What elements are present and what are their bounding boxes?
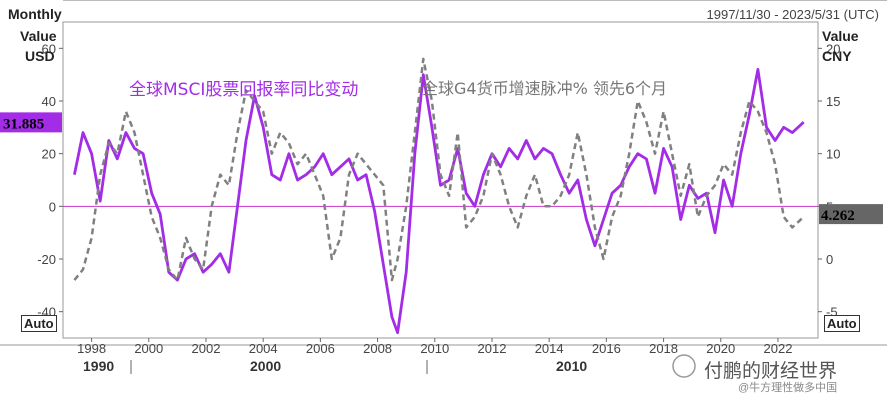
left-axis-tick-label: 60 [42,41,56,56]
last-value-label-right: 4.262 [821,208,855,224]
right-axis-tick-label: 20 [826,41,840,56]
left-axis-tick-label: 20 [42,147,56,162]
right-auto-scale-button[interactable]: Auto [824,315,860,332]
last-value-badge-left [0,112,62,133]
x-axis-tick-label: 1998 [77,341,106,356]
left-auto-scale-button[interactable]: Auto [21,315,57,332]
plot-frame [62,21,819,339]
date-range-label: 1997/11/30 - 2023/5/31 (UTC) [706,7,879,22]
right-axis-tick-label: 0 [826,252,833,267]
x-axis-tick-label: 2014 [535,341,564,356]
x-axis-tick-label: 2000 [134,341,163,356]
x-axis-tick-label: 2002 [192,341,221,356]
x-axis-tick-label: 2008 [363,341,392,356]
x-axis-tick-label: 2022 [764,341,793,356]
right-axis-title-unit: CNY [822,48,852,64]
last-value-badge-right [819,204,883,225]
x-axis-tick-label: 2006 [306,341,335,356]
left-axis-title-unit: USD [25,48,55,64]
watermark-logo-icon [672,354,696,378]
x-axis-tick-label: 2004 [249,341,278,356]
legend-series-2: 全球G4货币增速脉冲% 领先6个月 [422,79,667,98]
watermark-subtext: @牛方理性做多中国 [738,382,838,394]
x-axis-tick-label: 2010 [420,341,449,356]
right-axis-tick-label: -5 [826,305,838,320]
last-value-label-left: 31.885 [3,116,44,132]
series-line-1 [73,68,805,335]
x-axis-tick-label: 2016 [592,341,621,356]
frequency-label: Monthly [8,6,62,22]
left-axis-title-value: Value [20,28,57,44]
x-axis-decade-label: 2010 [556,358,587,374]
right-axis-tick-label: 10 [826,147,840,162]
series-line-2 [73,57,805,282]
x-axis-tick-label: 2018 [649,341,678,356]
x-axis-decade-label: 2000 [250,358,281,374]
right-axis-title-value: Value [822,28,859,44]
left-axis-tick-label: 0 [49,199,56,214]
left-axis-tick-label: -20 [37,252,56,267]
left-axis-tick-label: 40 [42,94,56,109]
watermark-text: 付鹏的财经世界 [704,361,838,382]
legend-series-1: 全球MSCI股票回报率同比变动 [129,80,358,100]
x-axis-decade-label: 1990 [83,358,114,374]
x-axis-tick-label: 2012 [478,341,507,356]
x-axis-tick-label: 2020 [706,341,735,356]
right-axis-tick-label: 15 [826,94,840,109]
